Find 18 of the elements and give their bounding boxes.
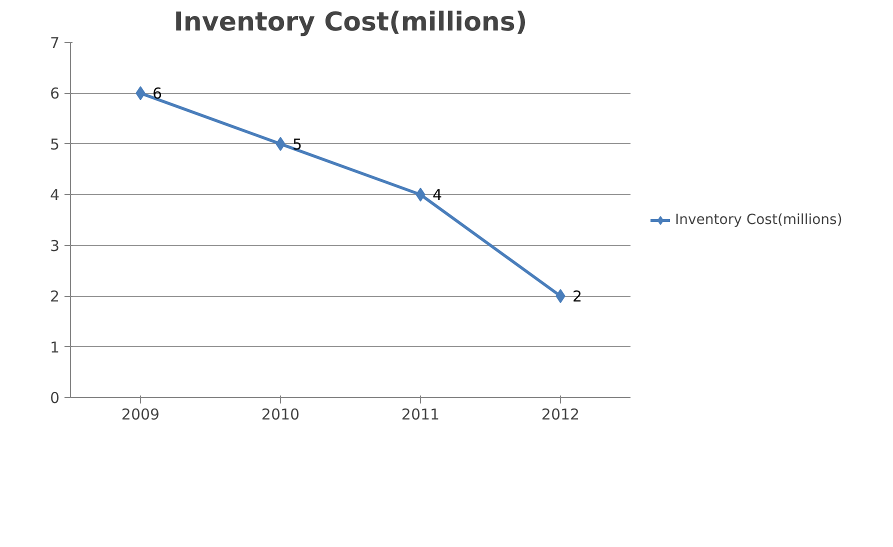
- data-label: 5: [292, 135, 302, 154]
- y-tick-label: 4: [50, 186, 60, 204]
- x-tick-label: 2009: [121, 406, 160, 424]
- data-label: 6: [152, 84, 162, 103]
- y-tick-label: 2: [50, 288, 60, 306]
- chart-title: Inventory Cost(millions): [174, 8, 528, 38]
- x-tick-label: 2010: [261, 406, 300, 424]
- y-tick-label: 7: [50, 34, 60, 52]
- y-tick-label: 1: [50, 338, 60, 356]
- x-tick-label: 2011: [401, 406, 440, 424]
- legend-label: Inventory Cost(millions): [675, 212, 842, 228]
- y-tick-label: 5: [50, 135, 60, 154]
- data-label: 4: [432, 186, 442, 204]
- y-tick-label: 0: [50, 389, 60, 407]
- y-tick-label: 6: [50, 84, 60, 103]
- x-tick-label: 2012: [541, 406, 580, 424]
- data-label: 2: [572, 288, 582, 306]
- y-tick-label: 3: [50, 236, 60, 255]
